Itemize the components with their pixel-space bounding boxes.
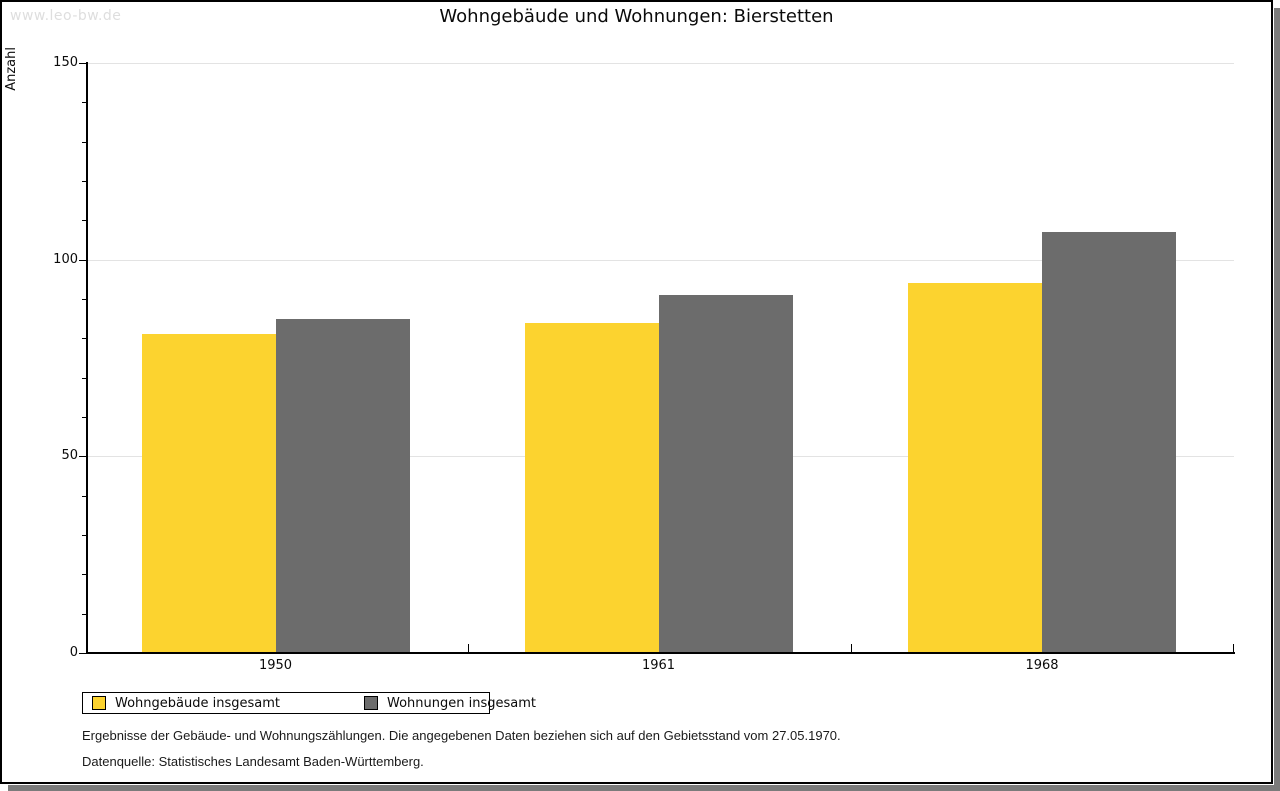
card-shadow-bottom — [8, 785, 1280, 791]
y-major-tick — [79, 456, 87, 457]
x-category-label: 1950 — [258, 658, 293, 673]
legend-label: Wohnungen insgesamt — [387, 695, 536, 711]
watermark: www.leo-bw.de — [10, 8, 122, 24]
y-minor-tick — [82, 496, 87, 497]
bar-1968-series0 — [908, 283, 1042, 653]
legend-item: Wohnungen insgesamt — [364, 696, 536, 711]
bar-1950-series0 — [142, 334, 276, 653]
y-minor-tick — [82, 417, 87, 418]
y-minor-tick — [82, 299, 87, 300]
gridline — [88, 63, 1234, 64]
x-boundary-tick — [1233, 644, 1234, 652]
x-boundary-tick — [851, 644, 852, 652]
y-major-tick — [79, 260, 87, 261]
legend: Wohngebäude insgesamt Wohnungen insgesam… — [82, 692, 536, 714]
footer-source: Datenquelle: Statistisches Landesamt Bad… — [82, 754, 424, 769]
legend-label: Wohngebäude insgesamt — [115, 695, 280, 711]
y-tick-label: 100 — [53, 252, 78, 267]
y-axis-title: Anzahl — [4, 47, 19, 91]
x-category-label: 1968 — [1025, 658, 1059, 673]
y-major-tick — [79, 63, 87, 64]
x-axis-line — [86, 652, 1235, 654]
legend-item: Wohngebäude insgesamt — [92, 696, 280, 711]
bar-1968-series1 — [1042, 232, 1176, 653]
x-category-label: 1961 — [641, 658, 676, 673]
legend-swatch-gray — [364, 696, 378, 710]
legend-swatch-yellow — [92, 696, 106, 710]
y-minor-tick — [82, 102, 87, 103]
y-minor-tick — [82, 220, 87, 221]
y-minor-tick — [82, 142, 87, 143]
y-minor-tick — [82, 614, 87, 615]
y-minor-tick — [82, 338, 87, 339]
card-shadow-right — [1274, 8, 1280, 791]
bar-1950-series1 — [276, 319, 410, 653]
bar-1961-series0 — [525, 323, 659, 653]
y-minor-tick — [82, 378, 87, 379]
y-tick-label: 150 — [53, 55, 78, 70]
y-axis-line — [86, 62, 88, 654]
y-tick-label: 50 — [61, 448, 78, 463]
y-minor-tick — [82, 574, 87, 575]
chart-title: Wohngebäude und Wohnungen: Bierstetten — [439, 6, 834, 27]
gridline — [88, 260, 1234, 261]
y-minor-tick — [82, 535, 87, 536]
footer-note: Ergebnisse der Gebäude- und Wohnungszähl… — [82, 728, 841, 743]
y-major-tick — [79, 653, 87, 654]
bar-1961-series1 — [659, 295, 793, 653]
x-boundary-tick — [468, 644, 469, 652]
y-minor-tick — [82, 181, 87, 182]
y-tick-label: 0 — [69, 645, 78, 660]
